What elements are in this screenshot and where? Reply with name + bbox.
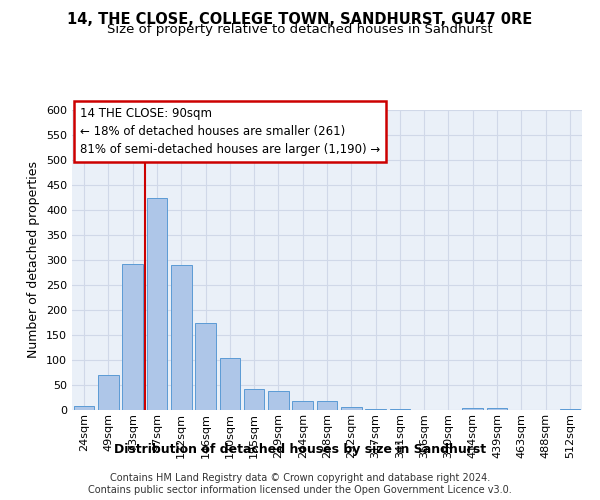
Bar <box>146 198 167 410</box>
Text: Distribution of detached houses by size in Sandhurst: Distribution of detached houses by size … <box>114 442 486 456</box>
Bar <box>244 388 265 410</box>
Bar <box>317 400 337 410</box>
Bar <box>98 375 119 410</box>
Bar <box>292 400 313 410</box>
Text: Size of property relative to detached houses in Sandhurst: Size of property relative to detached ho… <box>107 22 493 36</box>
Bar <box>268 391 289 410</box>
Bar <box>560 408 580 410</box>
Bar <box>487 408 508 410</box>
Bar <box>389 409 410 410</box>
Bar <box>341 406 362 410</box>
Text: 14, THE CLOSE, COLLEGE TOWN, SANDHURST, GU47 0RE: 14, THE CLOSE, COLLEGE TOWN, SANDHURST, … <box>67 12 533 28</box>
Bar <box>220 358 240 410</box>
Bar <box>74 406 94 410</box>
Bar <box>171 265 191 410</box>
Text: 14 THE CLOSE: 90sqm
← 18% of detached houses are smaller (261)
81% of semi-detac: 14 THE CLOSE: 90sqm ← 18% of detached ho… <box>80 107 380 156</box>
Bar <box>463 408 483 410</box>
Text: Contains HM Land Registry data © Crown copyright and database right 2024.
Contai: Contains HM Land Registry data © Crown c… <box>88 474 512 495</box>
Bar <box>122 264 143 410</box>
Bar <box>195 322 216 410</box>
Bar <box>365 409 386 410</box>
Y-axis label: Number of detached properties: Number of detached properties <box>28 162 40 358</box>
